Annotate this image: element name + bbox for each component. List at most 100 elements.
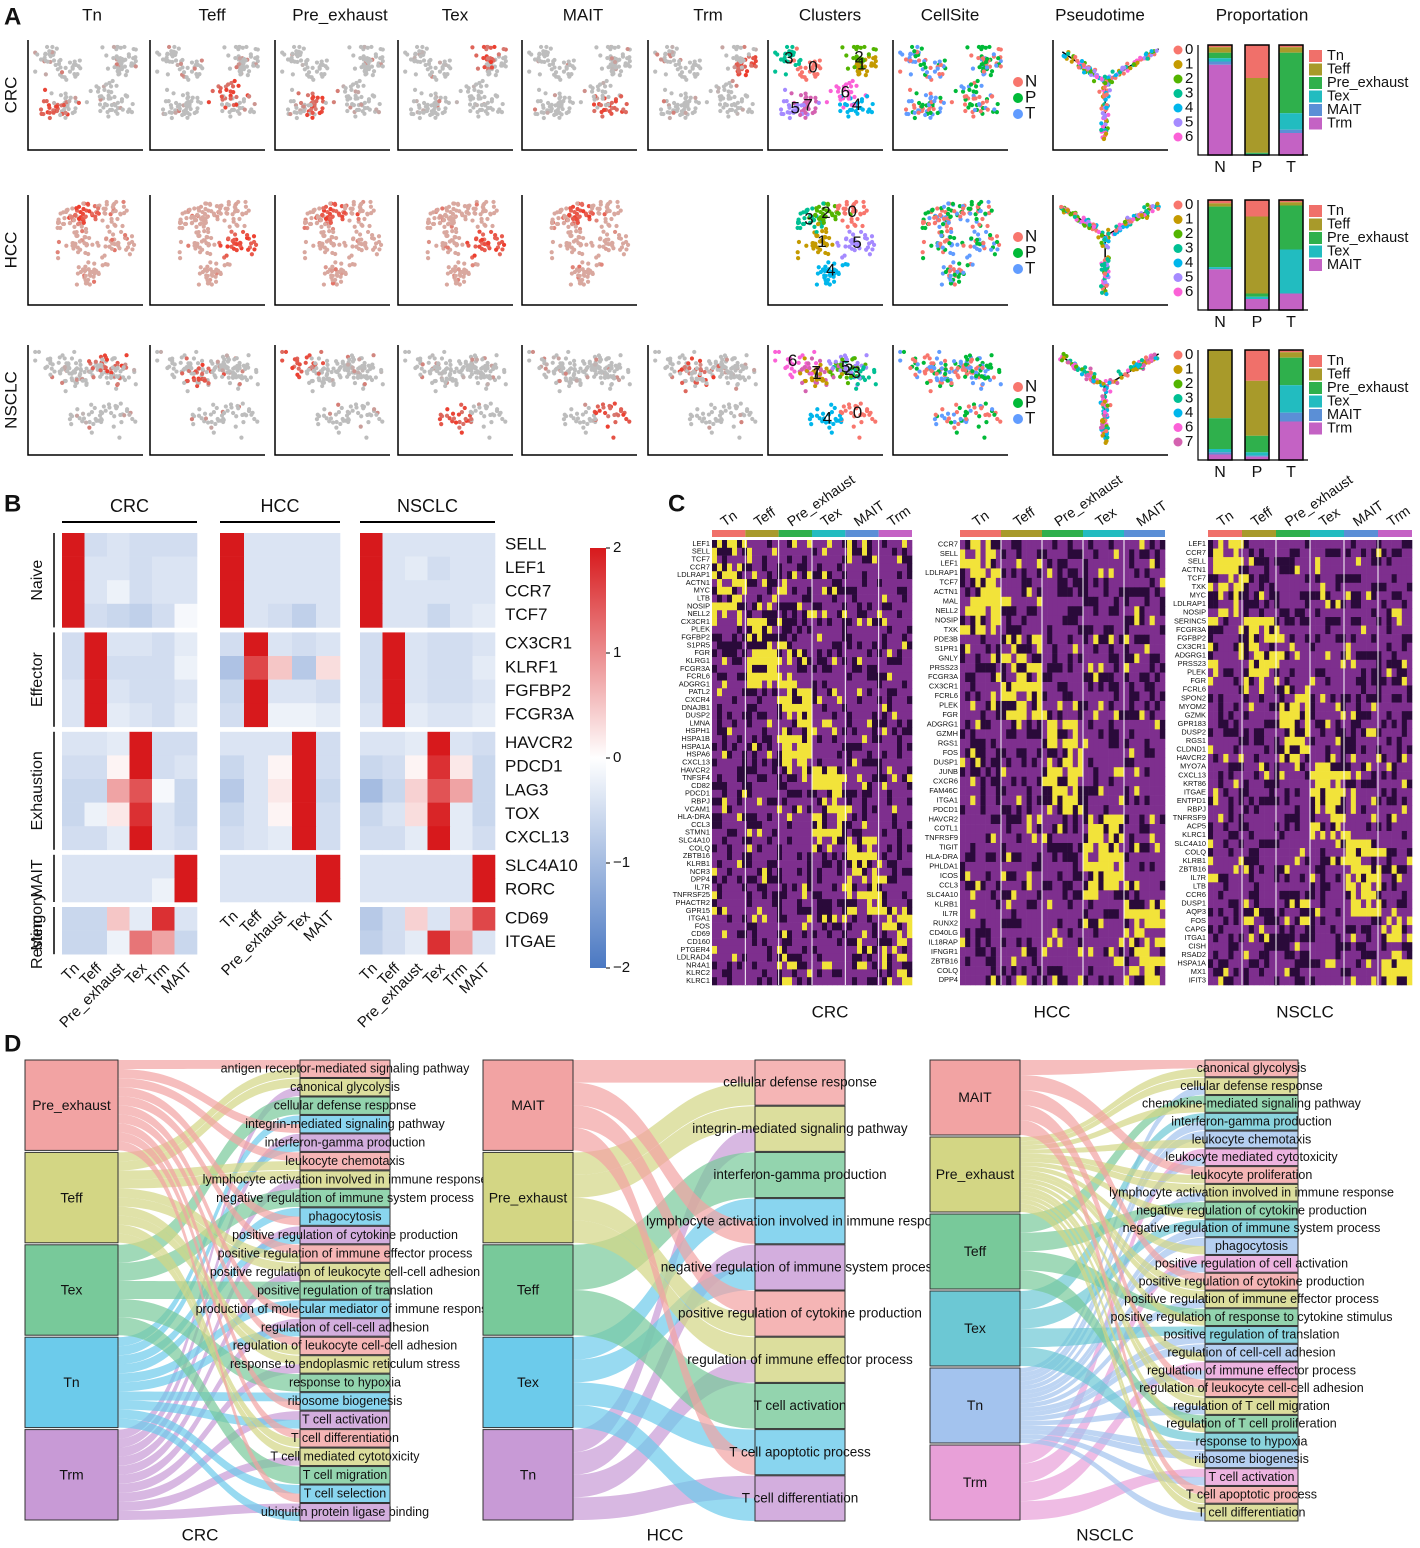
pseudotime-point [1086, 66, 1091, 71]
cluster-point [790, 44, 795, 50]
cluster-point [806, 106, 811, 112]
umap-point [609, 374, 614, 379]
umap-point [683, 115, 688, 120]
cluster-point [858, 211, 863, 216]
umap-point [438, 95, 443, 100]
umap-point [122, 413, 127, 418]
umap-point [612, 412, 617, 418]
umap-point [488, 412, 493, 418]
umap-point [109, 246, 115, 251]
umap-point [348, 404, 353, 409]
umap-point [111, 55, 116, 61]
site-point [933, 95, 938, 100]
umap-point [668, 358, 673, 364]
site-point [943, 269, 949, 275]
umap-point [236, 406, 241, 411]
cluster-point [852, 222, 857, 227]
umap-point [317, 66, 322, 71]
cluster-point [870, 101, 875, 107]
umap-point [125, 94, 130, 99]
legend-label: MAIT [1327, 257, 1362, 273]
umap-point [244, 413, 249, 418]
umap-point [101, 105, 106, 110]
site-point [941, 265, 946, 270]
umap-point [85, 201, 90, 206]
umap-point [350, 408, 355, 413]
cluster-point [846, 96, 851, 101]
umap-point [110, 232, 116, 237]
umap-point [302, 256, 308, 261]
umap-point [170, 372, 175, 377]
umap-point [575, 206, 580, 212]
site-point [921, 360, 926, 365]
umap-point [238, 69, 243, 74]
umap-point [448, 367, 453, 372]
legend-swatch [1173, 258, 1183, 268]
umap-point [439, 371, 444, 376]
site-point [968, 82, 974, 87]
site-point [968, 211, 973, 216]
umap-point [289, 87, 295, 92]
umap-point [155, 358, 160, 363]
umap-point [489, 99, 494, 104]
cluster-label: 6 [788, 351, 797, 370]
umap-point [698, 362, 703, 367]
umap-point [603, 90, 608, 95]
site-point [937, 72, 942, 77]
legend-swatch [1309, 90, 1322, 103]
umap-point [356, 373, 361, 379]
umap-point [240, 211, 245, 216]
umap-point [252, 247, 257, 252]
umap-point [615, 365, 620, 370]
umap-point [106, 96, 111, 101]
umap-point [590, 206, 595, 211]
umap-point [226, 375, 231, 380]
bar-segment [1245, 200, 1269, 217]
umap-point [617, 73, 622, 78]
umap-point [337, 242, 342, 247]
site-point [992, 107, 997, 112]
umap-point [535, 111, 540, 117]
umap-point [302, 225, 307, 230]
legend-label: T [1025, 103, 1035, 122]
umap-point [653, 349, 658, 355]
site-point [961, 206, 966, 211]
umap-point [627, 419, 632, 424]
cluster-point [867, 107, 872, 112]
cluster-point [853, 109, 858, 114]
umap-point [330, 273, 335, 279]
umap-point [425, 250, 430, 255]
umap-point [609, 56, 614, 61]
umap-point [217, 210, 222, 215]
umap-point [359, 414, 364, 419]
umap-point [228, 93, 233, 98]
umap-point [601, 229, 606, 234]
umap-point [67, 99, 72, 104]
umap-point [189, 366, 194, 371]
umap-point [405, 52, 410, 57]
pseudotime-point [1099, 240, 1104, 245]
umap-point [288, 111, 293, 117]
umap-point [209, 282, 214, 287]
umap-point [421, 58, 427, 63]
umap-point [229, 405, 234, 410]
umap-point [741, 365, 746, 370]
legend-swatch [1309, 50, 1322, 62]
cluster-point [852, 94, 857, 100]
umap-point [237, 365, 242, 370]
umap-point [350, 206, 355, 212]
umap-point [697, 416, 702, 421]
cluster-point [852, 102, 857, 107]
site-point [975, 237, 980, 242]
umap-point [74, 366, 80, 371]
umap-point [325, 371, 330, 376]
umap-point [219, 94, 224, 99]
cluster-point [788, 372, 793, 377]
umap-point [323, 265, 328, 270]
cluster-point [812, 72, 817, 77]
umap-point [488, 45, 493, 50]
umap-point [707, 425, 712, 430]
umap-point [188, 361, 193, 366]
umap-point [542, 358, 547, 364]
umap-point [720, 357, 725, 362]
